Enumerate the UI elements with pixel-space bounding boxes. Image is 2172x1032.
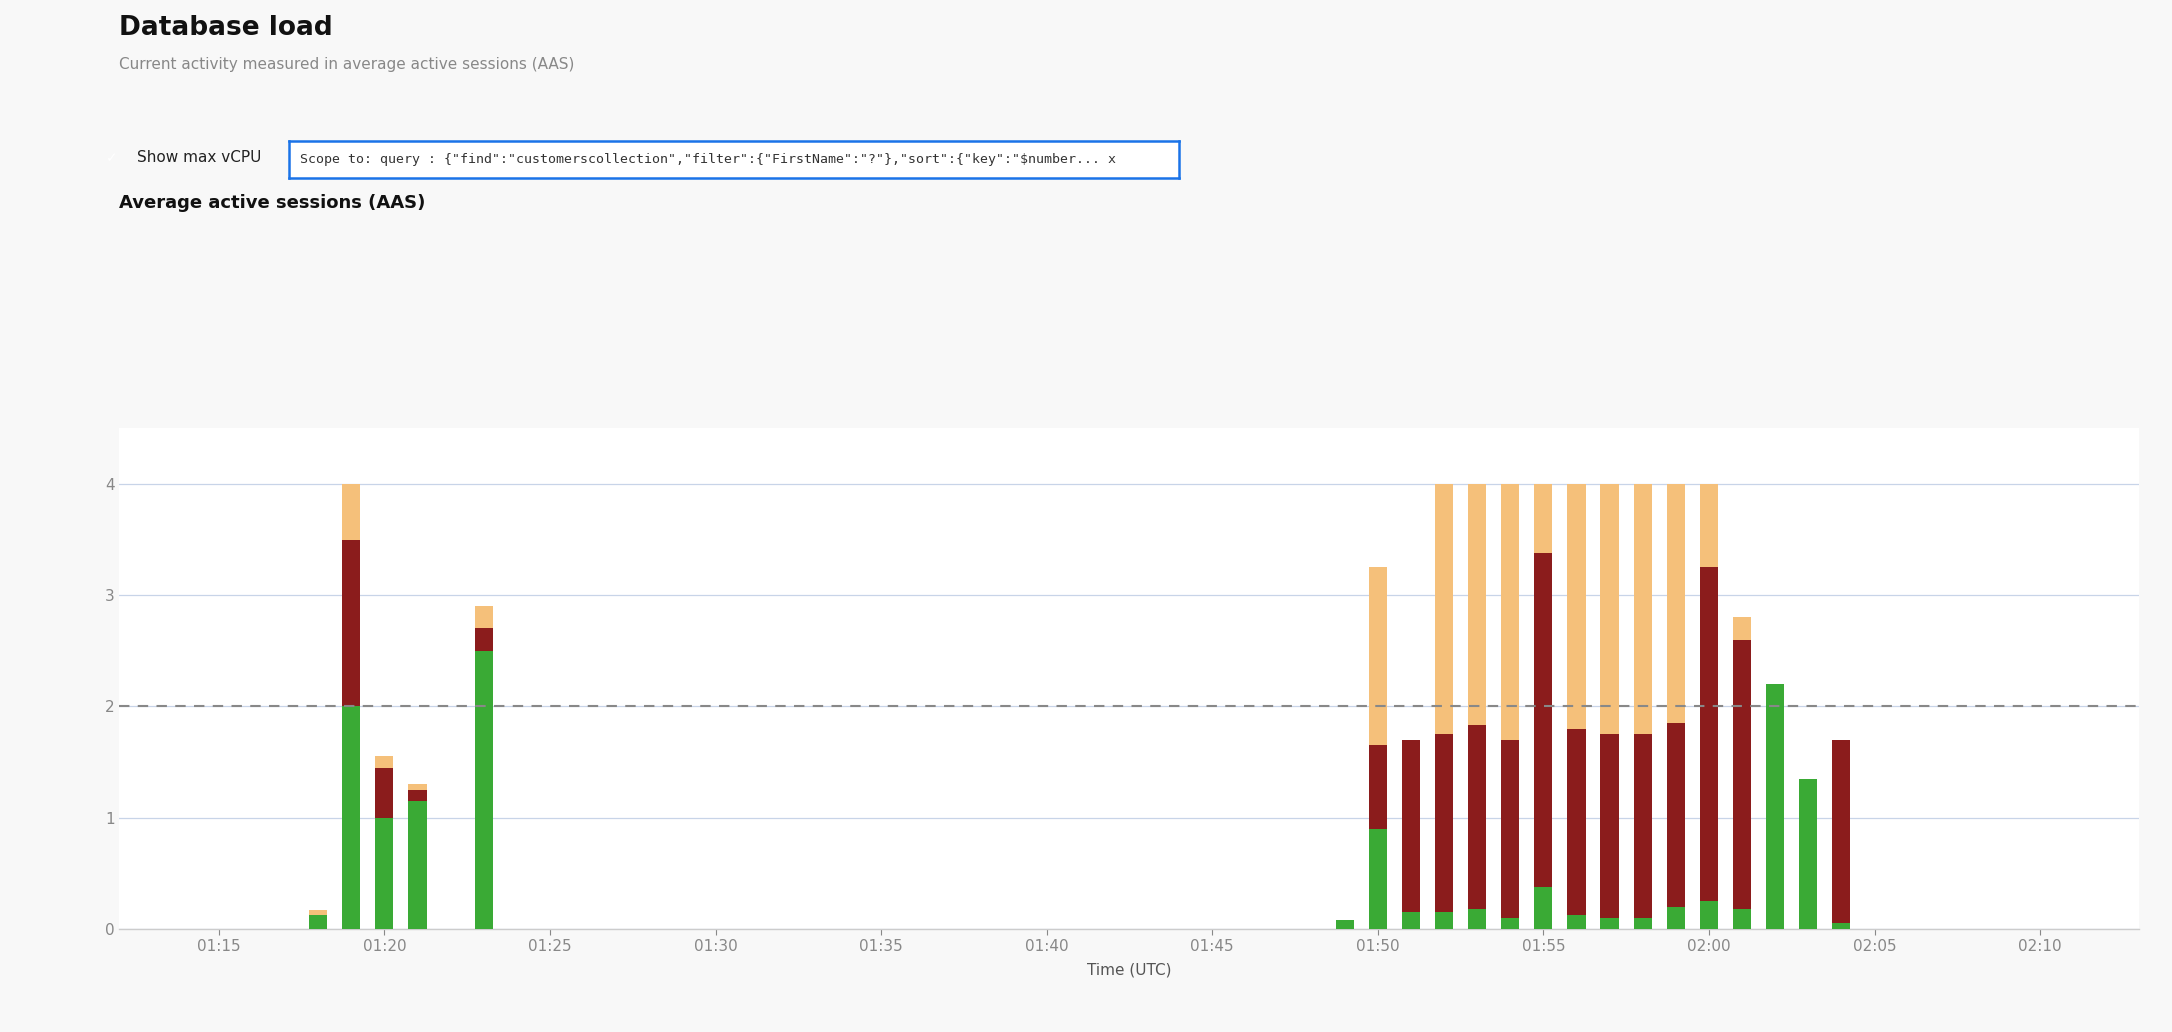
Bar	[1368, 829, 1388, 929]
Bar	[1501, 484, 1520, 740]
Bar	[1766, 684, 1783, 929]
Text: Show max vCPU: Show max vCPU	[137, 151, 261, 165]
Bar	[1601, 484, 1618, 734]
Bar	[1798, 778, 1818, 929]
Bar	[408, 784, 426, 789]
Bar	[1666, 484, 1685, 723]
Text: Database load: Database load	[119, 15, 332, 41]
Bar	[1436, 912, 1453, 929]
Bar	[1533, 553, 1553, 886]
Bar	[1368, 745, 1388, 829]
Bar	[1833, 924, 1851, 929]
Bar	[1701, 484, 1718, 568]
Bar	[343, 706, 361, 929]
Bar	[1436, 484, 1453, 734]
Bar	[1701, 901, 1718, 929]
Bar	[1733, 909, 1751, 929]
Bar	[1601, 734, 1618, 917]
Bar	[1501, 740, 1520, 917]
Bar	[1533, 484, 1553, 553]
Text: Average active sessions (AAS): Average active sessions (AAS)	[119, 194, 426, 212]
Bar	[308, 915, 328, 929]
Bar	[476, 651, 493, 929]
Bar	[1601, 917, 1618, 929]
Bar	[343, 540, 361, 706]
Bar	[1568, 915, 1586, 929]
Bar	[1701, 568, 1718, 901]
Bar	[1568, 484, 1586, 729]
Bar	[1436, 734, 1453, 912]
Bar	[1833, 740, 1851, 924]
Text: Current activity measured in average active sessions (AAS): Current activity measured in average act…	[119, 57, 576, 72]
X-axis label: Time (UTC): Time (UTC)	[1088, 963, 1171, 977]
Bar	[1633, 734, 1653, 917]
Bar	[1468, 909, 1486, 929]
Bar	[1468, 484, 1486, 725]
Bar	[1401, 912, 1420, 929]
Bar	[476, 628, 493, 651]
Bar	[1633, 917, 1653, 929]
Bar	[376, 817, 393, 929]
Bar	[1733, 640, 1751, 909]
Bar	[1633, 484, 1653, 734]
Bar	[376, 768, 393, 817]
Bar	[343, 484, 361, 540]
Bar	[476, 606, 493, 628]
Bar	[1733, 617, 1751, 640]
Bar	[408, 789, 426, 801]
Text: Scope to: query : {"find":"customerscollection","filter":{"FirstName":"?"},"sort: Scope to: query : {"find":"customerscoll…	[300, 153, 1116, 166]
Bar	[408, 801, 426, 929]
Bar	[1666, 723, 1685, 906]
Text: ✓: ✓	[106, 151, 117, 165]
Bar	[1501, 917, 1520, 929]
Bar	[1666, 906, 1685, 929]
Bar	[1336, 920, 1353, 929]
Bar	[1533, 886, 1553, 929]
Bar	[376, 756, 393, 768]
Bar	[1368, 568, 1388, 745]
Bar	[1568, 729, 1586, 915]
Bar	[1468, 725, 1486, 909]
Bar	[1401, 740, 1420, 912]
Bar	[308, 910, 328, 915]
